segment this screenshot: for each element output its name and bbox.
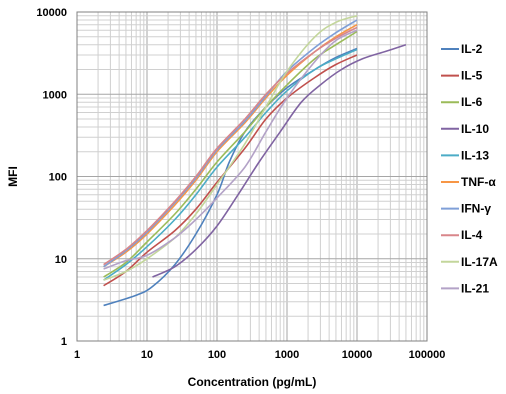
y-tick-label: 10000 [36, 7, 67, 19]
legend-label: IL-10 [461, 122, 489, 136]
series-line-TNF-α [103, 24, 358, 268]
legend-label: IFN-γ [461, 202, 491, 216]
x-tick-label: 100 [208, 349, 226, 361]
legend-item: IL-6 [441, 95, 483, 109]
legend-label: IL-2 [461, 42, 483, 56]
x-axis-ticks: 1 10 100 1000 10000 100000 [74, 349, 445, 361]
y-tick-label: 100 [49, 172, 67, 184]
y-tick-label: 1 [61, 336, 67, 348]
legend-label: IL-6 [461, 95, 483, 109]
legend-item: IL-13 [441, 148, 489, 162]
series-line-IL-17A [103, 15, 358, 281]
x-tick-label: 10000 [342, 349, 373, 361]
y-tick-label: 10 [55, 254, 67, 266]
grid-lines [76, 12, 427, 342]
series-line-IL-21 [103, 29, 358, 270]
legend: IL-2 IL-5 IL-6 IL-10 IL-13 TNF-α IFN-γ IL-4 IL-1… [441, 42, 498, 295]
legend-label: IL-5 [461, 69, 483, 83]
legend-item: IFN-γ [441, 202, 491, 216]
series-line-IL-13 [103, 48, 358, 281]
legend-label: IL-17A [461, 255, 498, 269]
legend-item: IL-2 [441, 42, 483, 56]
legend-item: IL-5 [441, 69, 483, 83]
legend-label: IL-21 [461, 281, 489, 295]
x-tick-label: 1 [74, 349, 80, 361]
series-line-IL-6 [103, 30, 358, 278]
y-axis-title: MFI [6, 166, 20, 187]
series-lines [103, 15, 407, 307]
legend-label: IL-13 [461, 148, 489, 162]
legend-item: IL-21 [441, 281, 489, 295]
series-line-IL-10 [152, 43, 407, 278]
x-tick-label: 100000 [409, 349, 446, 361]
series-line-IFN-γ [103, 19, 358, 268]
x-tick-label: 10 [141, 349, 153, 361]
legend-item: TNF-α [441, 175, 496, 189]
plot-border [76, 11, 428, 342]
y-axis-ticks: 1 10 100 1000 10000 [36, 7, 67, 348]
legend-item: IL-10 [441, 122, 489, 136]
legend-label: IL-4 [461, 228, 483, 242]
x-axis-title: Concentration (pg/mL) [188, 375, 317, 389]
y-tick-label: 1000 [43, 89, 67, 101]
legend-item: IL-17A [441, 255, 498, 269]
legend-label: TNF-α [461, 175, 496, 189]
x-tick-label: 1000 [275, 349, 299, 361]
legend-item: IL-4 [441, 228, 483, 242]
series-line-IL-4 [103, 26, 358, 266]
